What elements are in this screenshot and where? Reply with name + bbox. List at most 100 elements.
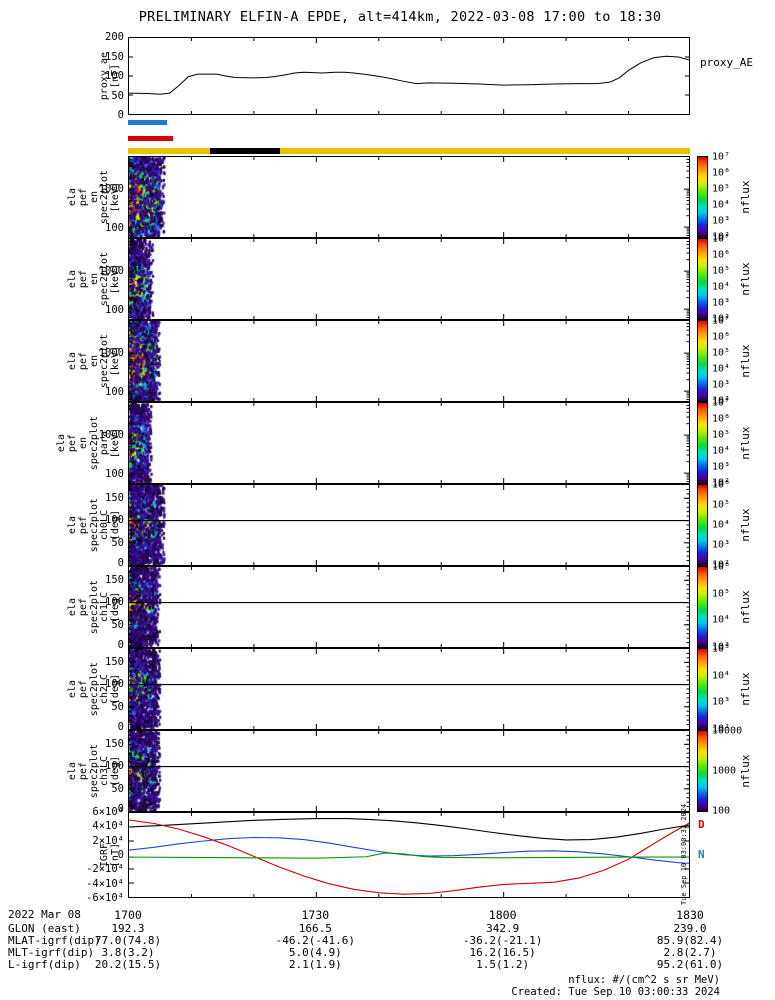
page-title: PRELIMINARY ELFIN-A EPDE, alt=414km, 202…	[138, 9, 662, 25]
ch1LC-ytick: 0	[117, 639, 124, 651]
ch1LC-colorbar-tick: 10³	[712, 641, 731, 653]
en_spec_2-colorbar-tick: 10⁴	[712, 281, 731, 293]
spectrogram-panel-ch0LC	[128, 484, 690, 566]
ch2LC-colorbar-tick: 10⁵	[712, 643, 731, 655]
ch2LC-colorbar-tick: 10⁴	[712, 670, 731, 682]
en_spec_2-heatmap	[129, 239, 689, 319]
proxy-ae-ytick: 50	[111, 89, 124, 102]
ch1LC-heatmap	[129, 567, 689, 647]
ch3LC-axes	[129, 731, 689, 811]
meta-row-label: GLON (east)	[8, 922, 81, 935]
meta-value: 2.1(1.9)	[288, 958, 342, 971]
en_spec_para-colorbar-tick: 10²	[712, 477, 731, 489]
meta-row-label: MLAT-igrf(dip)	[8, 934, 101, 947]
ch3LC-ytick: 150	[105, 737, 124, 750]
en_spec_2-ytick: 100	[105, 303, 124, 316]
igrf-panel	[128, 812, 690, 898]
en_spec_para-ytick: 100	[105, 467, 124, 480]
igrf-line-chart	[129, 813, 689, 897]
en_spec_3-ytick: 1000	[98, 346, 124, 359]
meta-value: 2.8(2.7)	[663, 946, 717, 959]
ch1LC-colorbar	[697, 566, 708, 648]
ch1LC-axes	[129, 567, 689, 647]
en_spec_para-colorbar-title: nflux	[739, 426, 752, 460]
ch3LC-ytick: 100	[105, 760, 124, 773]
proxy-ae-ytick: 0	[117, 109, 124, 121]
spectrogram-panel-en_spec_1	[128, 156, 690, 238]
ch3LC-colorbar-title: nflux	[739, 754, 752, 788]
en_spec_3-heatmap	[129, 321, 689, 401]
en_spec_3-colorbar-tick: 10⁶	[712, 331, 731, 343]
en_spec_1-colorbar-tick: 10²	[712, 231, 731, 243]
proxy-ae-series-label: proxy_AE	[700, 56, 753, 69]
igrf-ytick: 0	[117, 849, 124, 861]
en_spec_3-colorbar-tick: 10⁷	[712, 315, 731, 327]
en_spec_1-colorbar	[697, 156, 708, 238]
meta-value: 166.5	[298, 922, 332, 935]
meta-value: 1.5(1.2)	[476, 958, 530, 971]
spectrogram-panel-ch1LC	[128, 566, 690, 648]
en_spec_3-colorbar-tick: 10⁵	[712, 347, 731, 359]
meta-value: -46.2(-41.6)	[275, 934, 356, 947]
meta-value: 77.0(74.8)	[94, 934, 162, 947]
en_spec_1-colorbar-tick: 10⁶	[712, 167, 731, 179]
ch2LC-ytick: 0	[117, 721, 124, 733]
en_spec_1-heatmap	[129, 157, 689, 237]
en_spec_para-colorbar-tick: 10⁵	[712, 429, 731, 441]
ch0LC-ytick: 150	[105, 491, 124, 504]
igrf-ytick: -4×10⁴	[86, 877, 124, 890]
ch3LC-ytick: 50	[111, 783, 124, 796]
en_spec_3-colorbar-tick: 10²	[712, 395, 731, 407]
en_spec_para-colorbar-tick: 10³	[712, 461, 731, 473]
en_spec_1-colorbar-tick: 10⁷	[712, 151, 731, 163]
meta-value: 192.3	[111, 922, 145, 935]
meta-row-label: MLT-igrf(dip)	[8, 946, 95, 959]
data-quality-bar-black-segment	[209, 148, 280, 154]
en_spec_3-colorbar	[697, 320, 708, 402]
spectrogram-panel-ch3LC	[128, 730, 690, 812]
ch0LC-colorbar-tick: 10³	[712, 539, 731, 551]
meta-value: 3.8(3.2)	[101, 946, 155, 959]
ch2LC-heatmap	[129, 649, 689, 729]
en_spec_para-heatmap	[129, 403, 689, 483]
en_spec_para-axes	[129, 403, 689, 483]
meta-value: -36.2(-21.1)	[462, 934, 543, 947]
spectrogram-panel-en_spec_2	[128, 238, 690, 320]
x-tick-1700: 1700	[114, 908, 142, 922]
igrf-ytick: -6×10⁴	[86, 892, 124, 904]
en_spec_3-axes	[129, 321, 689, 401]
en_spec_para-colorbar-tick: 10⁷	[712, 397, 731, 409]
ch1LC-colorbar-tick: 10⁵	[712, 588, 731, 600]
meta-value: 85.9(82.4)	[656, 934, 724, 947]
x-tick-1830: 1830	[676, 908, 704, 922]
igrf-ytick: 2×10⁴	[92, 834, 124, 847]
ch3LC-colorbar	[697, 730, 708, 812]
en_spec_3-colorbar-tick: 10³	[712, 379, 731, 391]
ch0LC-ytick: 0	[117, 557, 124, 569]
date-label: 2022 Mar 08	[8, 908, 81, 921]
ch1LC-colorbar-title: nflux	[739, 590, 752, 624]
en_spec_para-colorbar-tick: 10⁶	[712, 413, 731, 425]
en_spec_3-ytick: 100	[105, 385, 124, 398]
ch0LC-colorbar-title: nflux	[739, 508, 752, 542]
ch2LC-axes	[129, 649, 689, 729]
en_spec_2-colorbar	[697, 238, 708, 320]
ch1LC-colorbar-tick: 10⁴	[712, 614, 731, 626]
en_spec_para-colorbar-tick: 10⁴	[712, 445, 731, 457]
x-tick-1730: 1730	[301, 908, 330, 922]
data-quality-bar-yellow	[128, 148, 690, 154]
ch3LC-heatmap	[129, 731, 689, 811]
ch0LC-ytick: 100	[105, 514, 124, 527]
igrf-component-N: N	[698, 848, 705, 862]
en_spec_1-axes	[129, 157, 689, 237]
en_spec_2-colorbar-tick: 10³	[712, 297, 731, 309]
ch0LC-colorbar	[697, 484, 708, 566]
ch1LC-ytick: 150	[105, 573, 124, 586]
meta-value: 342.9	[486, 922, 520, 935]
en_spec_1-colorbar-title: nflux	[739, 180, 752, 214]
ch0LC-colorbar-tick: 10⁵	[712, 499, 731, 511]
igrf-ytick: 4×10⁴	[92, 820, 124, 833]
ch2LC-ytick: 50	[111, 701, 124, 714]
meta-value: 95.2(61.0)	[656, 958, 724, 971]
